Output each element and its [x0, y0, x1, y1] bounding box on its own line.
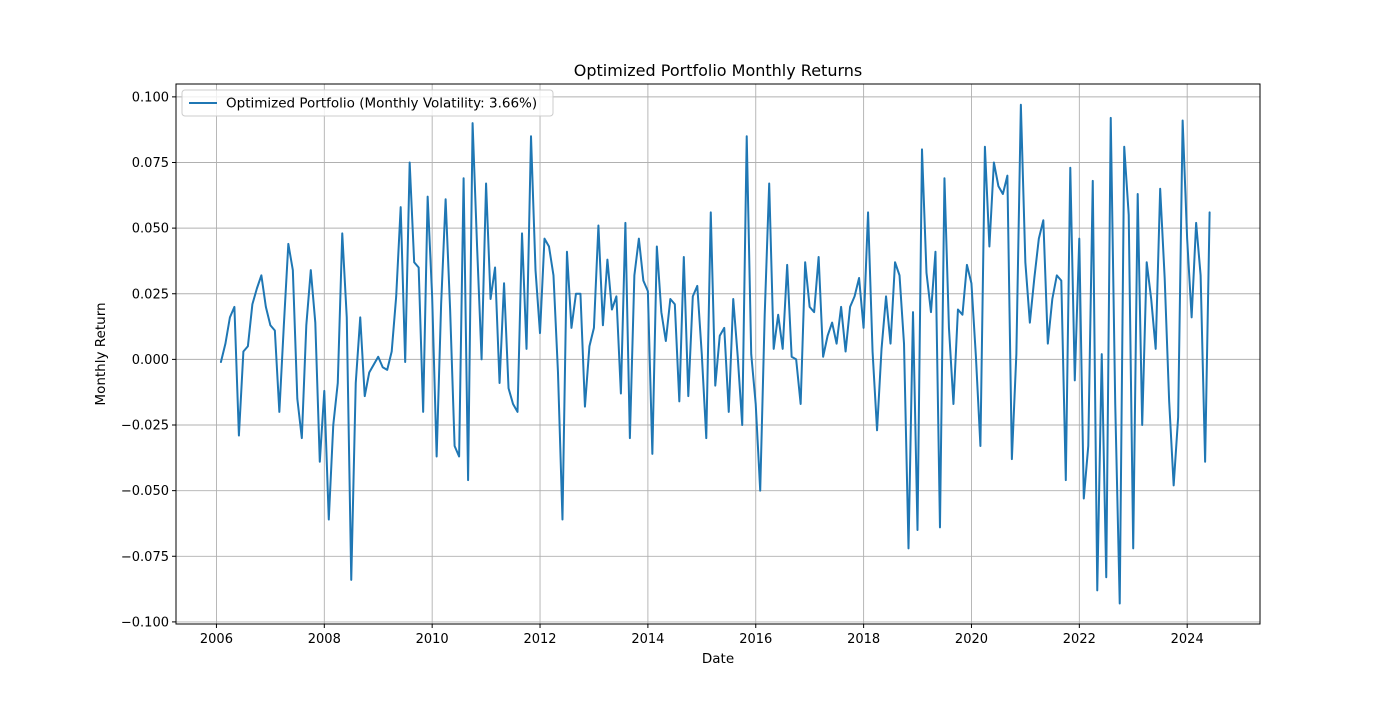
x-axis-label: Date	[702, 651, 734, 667]
y-axis-ticks: −0.100 −0.075 −0.050 −0.025 0.000 0.025 0.050 0…	[121, 90, 176, 630]
y-tick-label: 0.075	[132, 156, 169, 171]
y-tick-label: 0.100	[132, 90, 169, 105]
x-tick-label: 2022	[1063, 632, 1096, 647]
x-tick-label: 2006	[200, 632, 233, 647]
x-tick-label: 2020	[955, 632, 988, 647]
x-axis-ticks: 2006 2008 2010 2012 2014 2016 2018 2020 2022 2024	[200, 624, 1204, 647]
x-tick-label: 2014	[631, 632, 664, 647]
series-line	[219, 103, 1211, 605]
y-tick-label: −0.050	[121, 484, 169, 499]
legend: Optimized Portfolio (Monthly Volatility:…	[181, 89, 554, 117]
y-tick-label: −0.025	[121, 419, 169, 434]
y-tick-label: −0.100	[121, 615, 169, 630]
y-axis-label: Monthly Return	[93, 302, 109, 405]
legend-entry-label: Optimized Portfolio (Monthly Volatility:…	[226, 96, 537, 112]
series-layer	[219, 103, 1211, 605]
y-tick-label: 0.000	[132, 353, 169, 368]
x-tick-label: 2012	[523, 632, 556, 647]
y-tick-label: −0.075	[121, 550, 169, 565]
y-tick-label: 0.050	[132, 222, 169, 237]
y-tick-label: 0.025	[132, 287, 169, 302]
x-tick-label: 2024	[1171, 632, 1204, 647]
x-tick-label: 2008	[308, 632, 341, 647]
x-tick-label: 2018	[847, 632, 880, 647]
x-tick-label: 2010	[416, 632, 449, 647]
legend-box	[181, 89, 554, 117]
x-tick-label: 2016	[739, 632, 772, 647]
plot-frame	[175, 83, 1261, 625]
chart-title: Optimized Portfolio Monthly Returns	[574, 61, 862, 80]
